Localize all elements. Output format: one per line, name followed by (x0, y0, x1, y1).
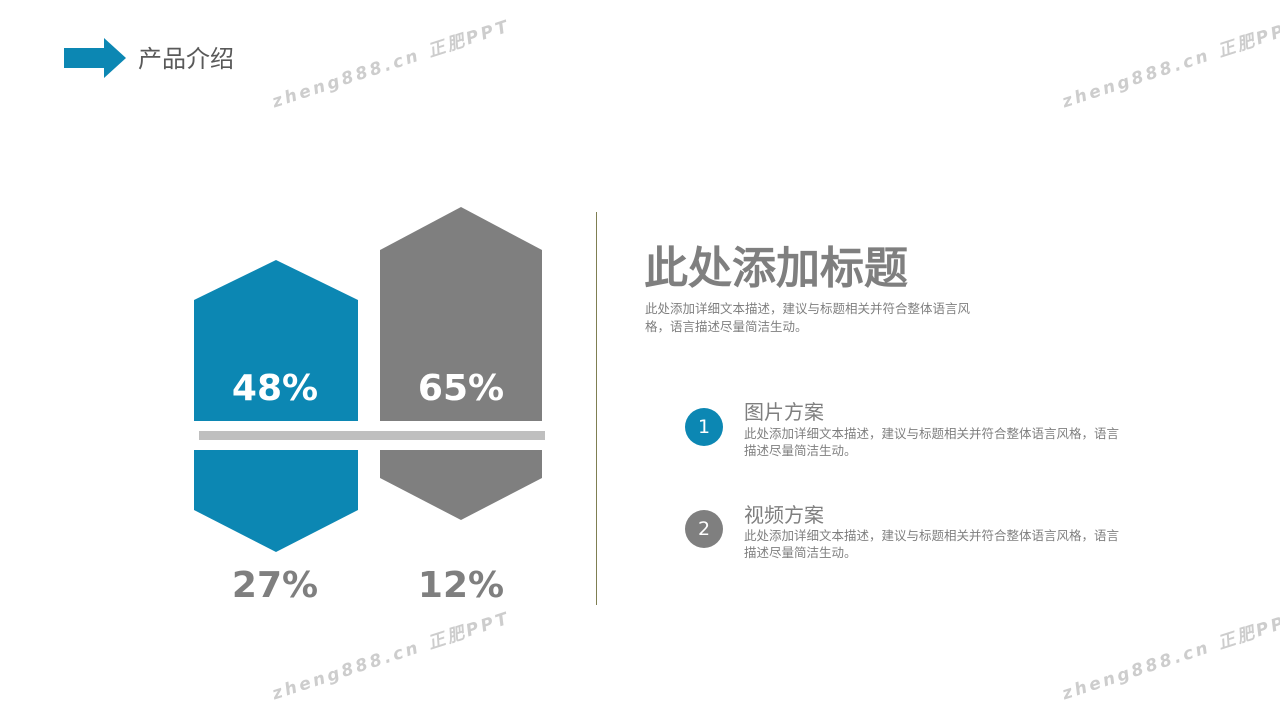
item-title: 图片方案 (744, 400, 824, 424)
watermark-text: zheng888.cn 正肥PPT (1059, 16, 1280, 113)
stat-bottom-right: 12% (417, 565, 505, 606)
item-description: 此处添加详细文本描述，建议与标题相关并符合整体语言风格，语言描述尽量简洁生动。 (744, 528, 1120, 560)
stat-top-left: 48% (231, 368, 319, 409)
stat-bottom-left: 27% (231, 565, 319, 606)
hexagon-graphic (194, 207, 545, 552)
watermark-text: zheng888.cn 正肥PPT (269, 16, 514, 113)
page-title: 产品介绍 (138, 45, 234, 73)
hex-bottom-right (380, 450, 542, 520)
item-title: 视频方案 (744, 503, 824, 527)
hex-top-left (194, 260, 358, 421)
stat-top-right: 65% (417, 368, 505, 409)
main-description: 此处添加详细文本描述，建议与标题相关并符合整体语言风格，语言描述尽量简洁生动。 (645, 301, 971, 334)
watermark-text: zheng888.cn 正肥PPT (269, 608, 514, 705)
item-number-badge: 1 (685, 408, 723, 446)
item-number-badge: 2 (685, 510, 723, 548)
hex-bottom-left (194, 450, 358, 552)
vertical-divider (596, 212, 597, 605)
arrow-right-icon (64, 38, 126, 78)
main-title: 此处添加标题 (644, 243, 908, 294)
hex-top-right (380, 207, 542, 421)
watermark-text: zheng888.cn 正肥PPT (1059, 608, 1280, 705)
item-description: 此处添加详细文本描述，建议与标题相关并符合整体语言风格，语言描述尽量简洁生动。 (744, 426, 1120, 458)
separator-bar (199, 431, 545, 440)
